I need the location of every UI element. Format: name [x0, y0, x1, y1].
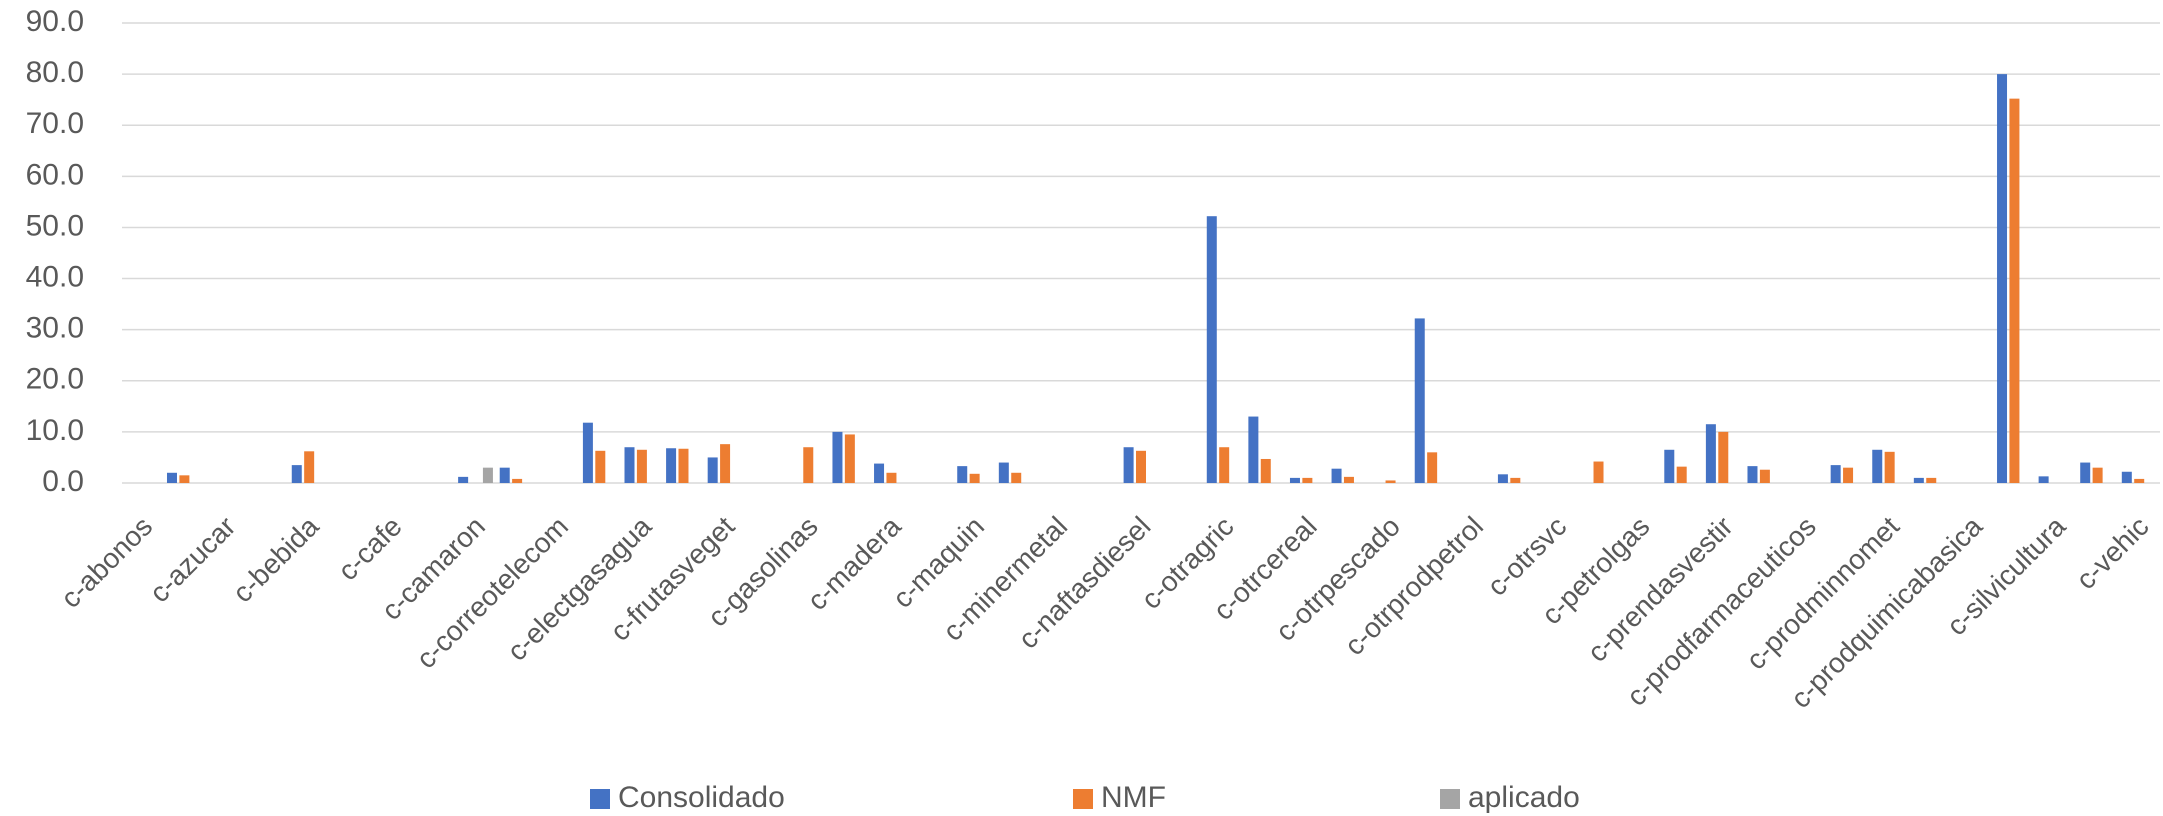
bar	[1884, 451, 1895, 483]
bar	[1913, 477, 1924, 483]
legend-swatch	[1440, 789, 1460, 809]
bar	[1385, 480, 1396, 483]
bar	[2009, 98, 2020, 484]
bar	[2134, 478, 2145, 483]
bar	[1926, 477, 1937, 483]
x-tick-label: c-prendasvestir	[1581, 511, 1738, 668]
bar	[1747, 466, 1758, 483]
y-tick-label: 70.0	[26, 107, 84, 140]
bar	[1011, 472, 1022, 483]
bar	[707, 457, 718, 483]
bar	[1427, 452, 1438, 483]
bar	[1593, 461, 1604, 483]
bar	[595, 450, 606, 483]
bar	[1331, 468, 1342, 483]
bar	[957, 466, 968, 483]
bar	[499, 467, 510, 483]
x-tick-label: c-prodminnomet	[1740, 510, 1905, 675]
y-tick-label: 30.0	[26, 312, 84, 345]
bar	[1718, 431, 1729, 483]
bar	[969, 473, 980, 483]
x-tick-label: c-abonos	[55, 511, 158, 614]
bar	[636, 449, 647, 483]
bar	[1302, 477, 1313, 483]
bar	[832, 431, 843, 483]
y-tick-label: 20.0	[26, 363, 84, 396]
bar	[1843, 467, 1854, 483]
bar	[1759, 469, 1770, 483]
bar	[1997, 74, 2008, 483]
bar	[874, 463, 885, 483]
legend-label: NMF	[1101, 781, 1166, 814]
bar	[803, 447, 814, 483]
bar	[998, 462, 1009, 483]
bar	[1676, 466, 1687, 483]
y-tick-label: 60.0	[26, 158, 84, 191]
y-tick-label: 80.0	[26, 56, 84, 89]
bar	[1510, 477, 1521, 483]
y-tick-label: 40.0	[26, 260, 84, 293]
bar	[2038, 476, 2049, 483]
bar	[482, 467, 493, 483]
x-tick-label: c-electgasagua	[501, 510, 658, 667]
legend-label: Consolidado	[618, 781, 785, 814]
bar	[582, 422, 593, 483]
legend-swatch	[590, 789, 610, 809]
x-tick-label: c-correotelecom	[410, 511, 574, 675]
bar	[886, 472, 897, 483]
bar	[304, 451, 315, 483]
legend-label: aplicado	[1468, 781, 1580, 814]
bar	[1206, 216, 1217, 483]
x-tick-label: c-cafe	[332, 511, 408, 587]
bar	[666, 448, 677, 483]
bar	[624, 447, 635, 483]
bar	[1123, 447, 1134, 483]
bar	[1664, 449, 1675, 483]
y-tick-label: 90.0	[26, 5, 84, 38]
bar	[844, 434, 855, 483]
bar	[179, 475, 190, 483]
x-tick-label: c-bebida	[227, 510, 325, 608]
bar	[1219, 447, 1230, 483]
bar	[1248, 416, 1259, 483]
y-tick-label: 50.0	[26, 209, 84, 242]
bar	[1136, 450, 1146, 483]
x-tick-label: c-vehic	[2070, 511, 2155, 596]
bar	[720, 444, 731, 483]
bar	[1289, 477, 1300, 483]
bar	[678, 448, 689, 483]
bar	[512, 478, 523, 483]
bar	[1872, 449, 1883, 483]
bar	[166, 472, 177, 483]
y-tick-label: 10.0	[26, 414, 84, 447]
bar	[1705, 424, 1716, 483]
bar	[2121, 471, 2132, 483]
bar	[1497, 474, 1508, 483]
bar	[458, 476, 469, 483]
x-tick-label: c-azucar	[144, 511, 242, 609]
bar	[291, 465, 302, 483]
bar	[1343, 476, 1354, 483]
bar	[1260, 458, 1271, 483]
bar	[1830, 465, 1841, 483]
bar	[2080, 462, 2091, 483]
y-tick-label: 0.0	[42, 465, 84, 498]
legend-swatch	[1073, 789, 1093, 809]
bar	[2092, 467, 2103, 483]
bar	[1414, 318, 1425, 483]
